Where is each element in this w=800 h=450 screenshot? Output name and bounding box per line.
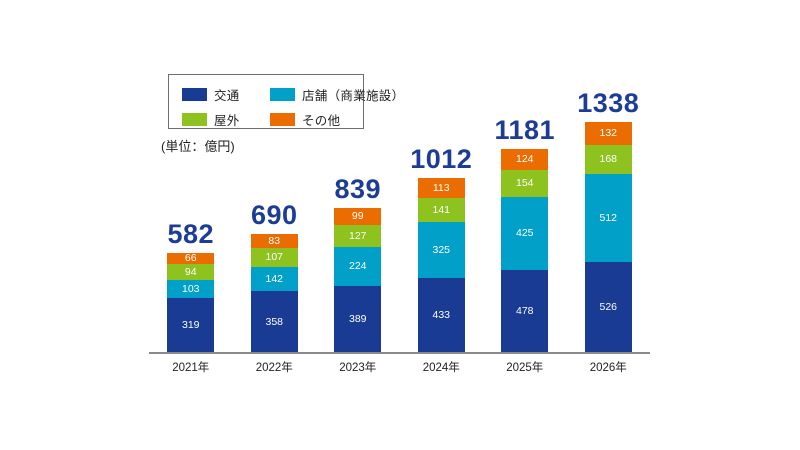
- bar-segment-value: 124: [515, 153, 534, 166]
- bar-column-2021年: 582 66 94 103 319: [149, 72, 233, 353]
- bar-segment-value: 478: [515, 305, 534, 318]
- bar-column-2023年: 839 99 127 224 389: [316, 72, 400, 353]
- bar-segment-outdoor: 127: [334, 225, 382, 248]
- bar-segment-value: 132: [599, 127, 618, 140]
- bar-segment-value: 127: [348, 229, 367, 242]
- traffic-swatch-icon: [182, 87, 207, 101]
- bar-total-label: 690: [250, 199, 298, 230]
- unit-label: (単位：億円): [161, 139, 235, 154]
- bar-segment-value: 319: [181, 319, 200, 332]
- x-axis-labels: 2021年 2022年 2023年 2024年 2025年 2026年: [149, 359, 650, 375]
- bar-segment-value: 94: [184, 265, 197, 278]
- x-axis-label: 2024年: [422, 362, 460, 374]
- bar-segment-store: 425: [501, 197, 549, 271]
- bar-segment-traffic: 389: [334, 285, 382, 353]
- bar-segment-value: 66: [184, 252, 197, 264]
- bar-segment-traffic: 433: [417, 278, 465, 353]
- bar-total-label: 1181: [494, 115, 556, 146]
- bar-segment-outdoor: 94: [167, 263, 215, 281]
- bar-column-2026年: 1338 132 168 512 526: [567, 72, 651, 353]
- bar-segment-traffic: 319: [167, 297, 215, 353]
- legend-item-store: 店舗（商業施設）: [270, 85, 404, 103]
- bar-segment-value: 224: [348, 260, 367, 273]
- legend-item-outdoor: 屋外: [182, 110, 270, 128]
- legend-item-other: その他: [270, 110, 404, 128]
- bar-segment-other: 83: [250, 233, 298, 249]
- bar-segment-outdoor: 141: [417, 197, 465, 223]
- bar-segment-value: 526: [599, 301, 618, 314]
- bar-segment-value: 141: [432, 203, 451, 216]
- x-axis-label: 2022年: [255, 362, 293, 374]
- bar-total-label: 839: [334, 174, 382, 205]
- bar-segment-value: 142: [265, 272, 284, 285]
- bar-segment-value: 99: [351, 210, 364, 223]
- legend: 交通 店舗（商業施設） 屋外 その他: [168, 74, 404, 129]
- bar-segment-store: 325: [417, 222, 465, 279]
- bar-segment-traffic: 358: [250, 291, 298, 353]
- bar-segment-outdoor: 107: [250, 248, 298, 267]
- other-swatch-icon: [270, 112, 295, 126]
- legend-label-traffic: 交通: [214, 88, 240, 103]
- x-axis-line: [149, 352, 650, 354]
- bar-segment-value: 433: [432, 309, 451, 322]
- bar-segment-value: 389: [348, 313, 367, 326]
- legend-label-outdoor: 屋外: [214, 113, 240, 128]
- outdoor-swatch-icon: [182, 112, 207, 126]
- bar-segment-traffic: 478: [501, 270, 549, 353]
- bar-segment-value: 113: [432, 181, 450, 194]
- bar-segment-store: 224: [334, 247, 382, 286]
- legend-item-traffic: 交通: [182, 85, 270, 103]
- bar-segment-other: 113: [417, 178, 465, 198]
- bar-segment-outdoor: 154: [501, 170, 549, 198]
- bar-segment-value: 83: [268, 234, 281, 247]
- bar-segment-other: 99: [334, 208, 382, 226]
- legend-label-store: 店舗（商業施設）: [302, 88, 405, 103]
- bar-column-2024年: 1012 113 141 325 433: [400, 72, 484, 353]
- plot-area: 582 66 94 103 319 690 83 107 142 358 839 99 127 224 38…: [149, 72, 650, 353]
- bar-segment-value: 154: [515, 177, 534, 190]
- x-axis-label: 2023年: [339, 362, 377, 374]
- bar-total-label: 1012: [410, 144, 473, 175]
- bar-segment-value: 358: [265, 315, 284, 328]
- bar-segment-value: 107: [265, 251, 284, 264]
- bar-segment-other: 124: [501, 149, 549, 171]
- x-axis-label: 2025年: [506, 362, 544, 374]
- bar-segment-traffic: 526: [584, 262, 632, 353]
- legend-label-other: その他: [302, 113, 341, 128]
- bar-total-label: 1338: [577, 88, 640, 119]
- bar-segment-store: 512: [584, 173, 632, 263]
- bar-segment-value: 168: [599, 153, 618, 166]
- x-axis-label: 2026年: [589, 362, 627, 374]
- bar-segment-store: 142: [250, 266, 298, 292]
- bar-column-2025年: 1181 124 154 425 478: [483, 72, 567, 353]
- x-axis-label: 2021年: [172, 362, 210, 374]
- bar-segment-store: 103: [167, 280, 215, 298]
- bar-segment-outdoor: 168: [584, 144, 632, 174]
- bar-segment-other: 66: [167, 252, 215, 264]
- bar-segment-value: 425: [515, 227, 534, 240]
- bar-segment-value: 325: [432, 243, 451, 256]
- bar-column-2022年: 690 83 107 142 358: [233, 72, 317, 353]
- bar-segment-other: 132: [584, 122, 632, 145]
- bar-total-label: 582: [167, 218, 215, 249]
- bar-segment-value: 512: [599, 211, 618, 224]
- store-swatch-icon: [270, 87, 295, 101]
- bar-segment-value: 103: [181, 282, 200, 295]
